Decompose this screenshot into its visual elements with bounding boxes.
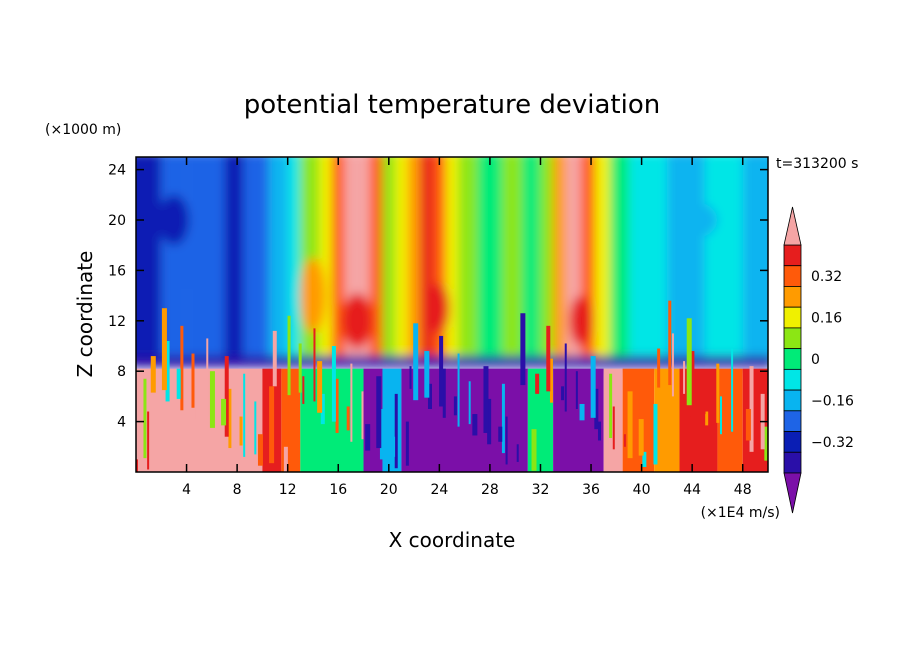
y-axis: 4 8 12 16 20 24 bbox=[108, 163, 768, 431]
y-tick-label: 8 bbox=[117, 364, 126, 380]
x-tick-label: 32 bbox=[532, 482, 550, 498]
y-unit-label: (×1000 m) bbox=[45, 122, 121, 138]
y-axis-label: Z coordinate bbox=[73, 251, 97, 378]
contour-field bbox=[136, 157, 768, 472]
colorbar-segment bbox=[783, 306, 802, 329]
colorbar: 0.32 0.16 0 −0.16 −0.32 bbox=[783, 206, 854, 514]
colorbar-segment bbox=[783, 327, 802, 350]
colorbar-segment bbox=[783, 265, 802, 287]
time-label: t=313200 s bbox=[776, 156, 858, 172]
y-tick-label: 4 bbox=[117, 415, 126, 431]
chart-title: potential temperature deviation bbox=[244, 90, 660, 120]
colorbar-tick-label: 0.32 bbox=[811, 269, 842, 285]
colorbar-segment bbox=[783, 368, 802, 391]
x-tick-label: 48 bbox=[734, 482, 752, 498]
colorbar-segment bbox=[783, 451, 802, 474]
plot-frame bbox=[135, 156, 769, 473]
x-tick-label: 8 bbox=[233, 482, 242, 498]
x-tick-label: 12 bbox=[279, 482, 297, 498]
colorbar-tick-label: −0.32 bbox=[811, 435, 854, 451]
colorbar-tick-label: −0.16 bbox=[811, 393, 854, 409]
colorbar-segment bbox=[783, 389, 802, 412]
colorbar-bottom-arrow bbox=[783, 472, 802, 514]
colorbar-tick-label: 0 bbox=[811, 352, 820, 368]
x-unit-label: (×1E4 m/s) bbox=[701, 505, 780, 521]
y-tick-label: 12 bbox=[108, 314, 126, 330]
colorbar-segment bbox=[783, 431, 802, 453]
y-tick-label: 20 bbox=[108, 213, 126, 229]
x-tick-label: 44 bbox=[683, 482, 701, 498]
x-tick-label: 28 bbox=[481, 482, 499, 498]
x-tick-label: 36 bbox=[582, 482, 600, 498]
x-tick-label: 16 bbox=[329, 482, 347, 498]
x-tick-label: 4 bbox=[182, 482, 191, 498]
x-axis: 4 8 12 16 20 24 28 32 36 40 44 48 bbox=[182, 157, 752, 498]
colorbar-segment bbox=[783, 286, 802, 308]
colorbar-segment bbox=[783, 244, 802, 267]
colorbar-top-arrow bbox=[783, 206, 802, 246]
x-tick-label: 20 bbox=[380, 482, 398, 498]
y-tick-label: 24 bbox=[108, 163, 126, 179]
colorbar-segment bbox=[783, 410, 802, 432]
x-tick-label: 24 bbox=[430, 482, 448, 498]
y-tick-label: 16 bbox=[108, 263, 126, 279]
colorbar-segment bbox=[783, 348, 802, 370]
x-tick-label: 40 bbox=[633, 482, 651, 498]
x-axis-label: X coordinate bbox=[389, 528, 516, 552]
colorbar-tick-label: 0.16 bbox=[811, 311, 842, 327]
